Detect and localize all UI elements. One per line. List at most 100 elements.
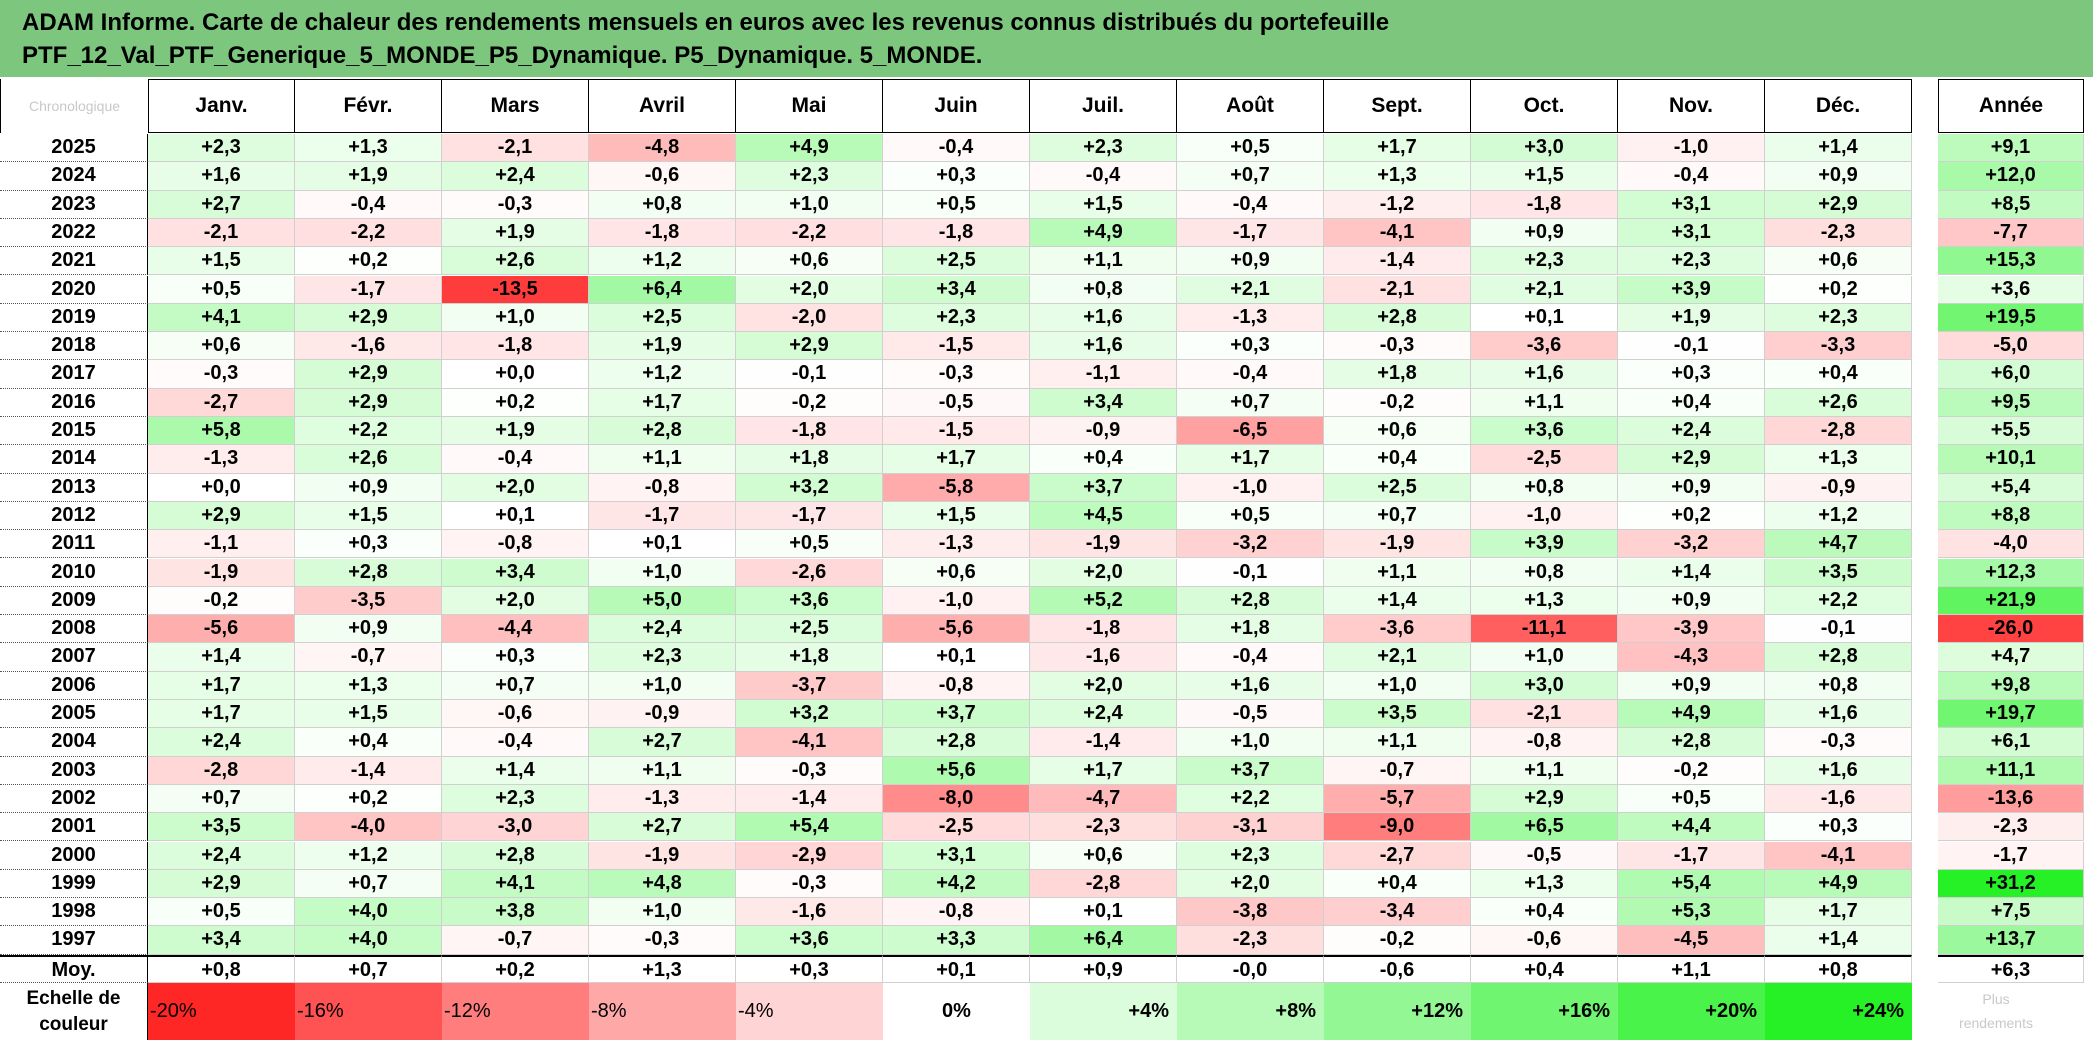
heatmap-cell: +1,2 — [295, 841, 442, 870]
heatmap-cell: +0,1 — [589, 530, 736, 559]
annual-return-cell: -4,0 — [1938, 530, 2084, 559]
heatmap-cell: +4,5 — [1030, 501, 1177, 531]
average-cell: +0,8 — [148, 954, 295, 983]
heatmap-cell: -4,0 — [295, 813, 442, 842]
heatmap-cell: -1,0 — [1471, 501, 1618, 531]
average-cell: +0,9 — [1030, 954, 1177, 983]
heatmap-cell: -1,5 — [883, 417, 1030, 446]
month-header-8: Août — [1177, 79, 1324, 133]
heatmap-cell: -0,9 — [1030, 417, 1177, 446]
heatmap-cell: +4,9 — [1618, 700, 1765, 729]
heatmap-cell: -4,3 — [1618, 643, 1765, 672]
heatmap-cell: +3,4 — [883, 275, 1030, 304]
annual-return-cell: +21,9 — [1938, 586, 2084, 616]
heatmap-cell: -5,6 — [883, 615, 1030, 644]
annual-return-cell: +10,1 — [1938, 445, 2084, 474]
heatmap-cell: +2,7 — [589, 813, 736, 842]
heatmap-cell: +2,8 — [1618, 728, 1765, 757]
heatmap-cell: -1,7 — [736, 501, 883, 531]
heatmap-cell: +2,3 — [1177, 841, 1324, 870]
year-label: 2010 — [0, 558, 148, 587]
annual-return-cell: +9,5 — [1938, 388, 2084, 417]
annual-return-cell: +11,1 — [1938, 756, 2084, 785]
heatmap-cell: +0,5 — [1177, 134, 1324, 163]
heatmap-cell: -9,0 — [1324, 813, 1471, 842]
heatmap-cell: -0,4 — [295, 190, 442, 219]
report-title-line-1: ADAM Informe. Carte de chaleur des rende… — [22, 9, 1390, 36]
heatmap-cell: +0,1 — [1030, 898, 1177, 927]
heatmap-cell: +2,3 — [1471, 247, 1618, 276]
heatmap-cell: -0,2 — [1324, 388, 1471, 417]
heatmap-cell: +1,7 — [148, 700, 295, 729]
year-label: 2020 — [0, 275, 148, 304]
heatmap-cell: +1,7 — [1765, 898, 1912, 927]
heatmap-cell: +4,0 — [295, 898, 442, 927]
annual-return-cell: +5,5 — [1938, 417, 2084, 446]
heatmap-cell: +0,9 — [295, 473, 442, 502]
heatmap-cell: +3,2 — [736, 700, 883, 729]
heatmap-cell: -1,8 — [736, 417, 883, 446]
heatmap-cell: +1,5 — [295, 501, 442, 531]
heatmap-cell: -1,3 — [883, 530, 1030, 559]
heatmap-cell: -3,6 — [1324, 615, 1471, 644]
heatmap-cell: -2,8 — [1765, 417, 1912, 446]
heatmap-cell: +1,7 — [1324, 134, 1471, 163]
heatmap-cell: -1,3 — [589, 784, 736, 814]
heatmap-cell: +0,8 — [1471, 558, 1618, 587]
heatmap-cell: +3,2 — [736, 473, 883, 502]
heatmap-cell: -2,8 — [148, 756, 295, 785]
heatmap-cell: +2,9 — [148, 869, 295, 899]
heatmap-cell: +2,6 — [1765, 388, 1912, 417]
heatmap-cell: -1,8 — [883, 218, 1030, 248]
heatmap-cell: +1,6 — [1030, 332, 1177, 361]
heatmap-cell: +1,0 — [589, 558, 736, 587]
heatmap-cell: +4,2 — [883, 869, 1030, 899]
heatmap-cell: -0,2 — [736, 388, 883, 417]
heatmap-cell: +1,1 — [589, 756, 736, 785]
heatmap-cell: -2,0 — [736, 303, 883, 333]
heatmap-cell: -0,3 — [589, 926, 736, 955]
heatmap-cell: +0,3 — [1177, 332, 1324, 361]
heatmap-cell: -0,5 — [1471, 841, 1618, 870]
annual-return-cell: +31,2 — [1938, 869, 2084, 899]
heatmap-cell: +2,4 — [442, 162, 589, 191]
heatmap-cell: -6,5 — [1177, 417, 1324, 446]
heatmap-cell: -0,7 — [1324, 756, 1471, 785]
heatmap-cell: +1,3 — [1471, 586, 1618, 616]
month-header-2: Févr. — [295, 79, 442, 133]
color-scale-note-line-2: rendements — [1959, 1015, 2033, 1031]
average-cell: +0,8 — [1765, 954, 1912, 983]
year-label: 2001 — [0, 813, 148, 842]
heatmap-cell: +2,8 — [589, 417, 736, 446]
heatmap-cell: -0,3 — [736, 869, 883, 899]
heatmap-cell: -0,9 — [589, 700, 736, 729]
heatmap-cell: +0,5 — [148, 275, 295, 304]
heatmap-cell: -2,1 — [442, 134, 589, 163]
heatmap-cell: -0,3 — [442, 190, 589, 219]
heatmap-cell: +3,3 — [883, 926, 1030, 955]
month-header-1: Janv. — [148, 79, 295, 133]
heatmap-cell: +0,2 — [1618, 501, 1765, 531]
heatmap-cell: -1,9 — [148, 558, 295, 587]
year-label: 2024 — [0, 162, 148, 191]
heatmap-cell: -13,5 — [442, 275, 589, 304]
heatmap-cell: +3,8 — [442, 898, 589, 927]
heatmap-cell: -1,7 — [295, 275, 442, 304]
heatmap-cell: +2,2 — [295, 417, 442, 446]
year-label: 2003 — [0, 756, 148, 785]
heatmap-cell: +5,4 — [1618, 869, 1765, 899]
month-header-10: Oct. — [1471, 79, 1618, 133]
heatmap-cell: +2,9 — [1471, 784, 1618, 814]
heatmap-cell: -0,4 — [442, 445, 589, 474]
heatmap-cell: +0,7 — [148, 784, 295, 814]
heatmap-cell: +4,0 — [295, 926, 442, 955]
heatmap-cell: +3,4 — [148, 926, 295, 955]
heatmap-cell: -2,3 — [1177, 926, 1324, 955]
year-label: 2006 — [0, 671, 148, 700]
heatmap-cell: +1,3 — [1324, 162, 1471, 191]
heatmap-cell: +1,4 — [1765, 134, 1912, 163]
heatmap-cell: +3,6 — [736, 586, 883, 616]
heatmap-cell: +2,1 — [1177, 275, 1324, 304]
heatmap-cell: +1,6 — [148, 162, 295, 191]
heatmap-cell: -3,1 — [1177, 813, 1324, 842]
